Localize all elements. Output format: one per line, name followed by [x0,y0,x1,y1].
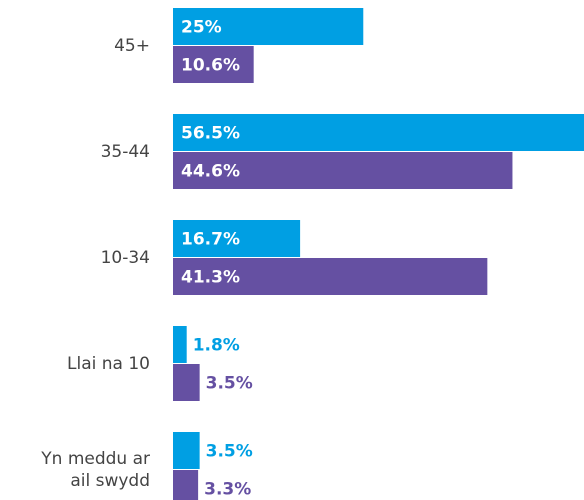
value-label: 56.5% [181,124,240,144]
value-label: 3.5% [206,374,253,394]
category-label: 35-44 [100,141,150,162]
bar [173,46,254,83]
bar [173,258,488,295]
bar [173,470,199,500]
category-label: Yn meddu ar ail swydd [41,448,150,491]
bar [173,432,200,469]
category-label: Llai na 10 [67,353,150,374]
value-label: 3.3% [204,480,251,500]
bar [173,8,364,45]
value-label: 44.6% [181,162,240,182]
bar [173,326,187,363]
bar [173,220,301,257]
bar [173,114,584,151]
bar [173,364,200,401]
value-label: 16.7% [181,230,240,250]
category-label: 10-34 [100,247,150,268]
bar [173,152,513,189]
category-label: 45+ [114,35,150,56]
value-label: 3.5% [206,442,253,462]
value-label: 25% [181,18,222,38]
value-label: 41.3% [181,268,240,288]
value-label: 10.6% [181,56,240,76]
value-label: 1.8% [193,336,240,356]
